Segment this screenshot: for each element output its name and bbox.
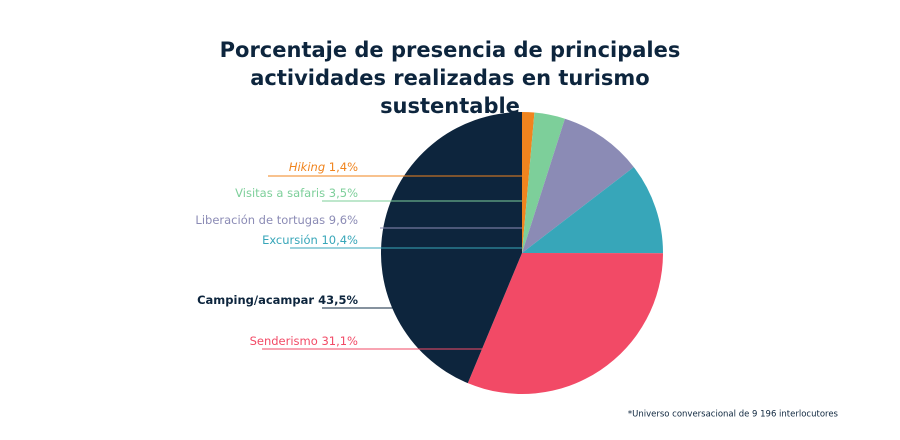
slice-name: Liberación de tortugas	[195, 213, 325, 227]
slice-label: Senderismo 31,1%	[250, 334, 358, 348]
slice-name: Hiking	[289, 160, 325, 174]
slice-value: 43,5%	[318, 293, 358, 307]
slice-value: 31,1%	[321, 334, 358, 348]
slice-name: Visitas a safaris	[235, 186, 325, 200]
pie-slice	[522, 167, 663, 254]
slice-name: Senderismo	[250, 334, 318, 348]
chart-title: Porcentaje de presencia de principales a…	[219, 38, 681, 118]
pie-slice	[522, 112, 535, 253]
slice-label: Camping/acampar 43,5%	[197, 293, 358, 307]
slice-value: 9,6%	[329, 213, 358, 227]
slice-name: Camping/acampar	[197, 293, 314, 307]
slice-value: 10,4%	[321, 233, 358, 247]
pie-slice	[467, 253, 663, 394]
slice-value: 1,4%	[329, 160, 358, 174]
slice-value: 3,5%	[329, 186, 358, 200]
pie-slice	[522, 118, 634, 253]
pie-slice	[522, 112, 565, 253]
footnote: *Universo conversacional de 9 196 interl…	[628, 410, 839, 420]
slice-label: Visitas a safaris 3,5%	[235, 186, 358, 200]
slice-name: Excursión	[262, 233, 318, 247]
slice-label: Excursión 10,4%	[262, 233, 358, 247]
slice-label: Hiking 1,4%	[289, 160, 358, 174]
slice-label: Liberación de tortugas 9,6%	[195, 213, 358, 227]
